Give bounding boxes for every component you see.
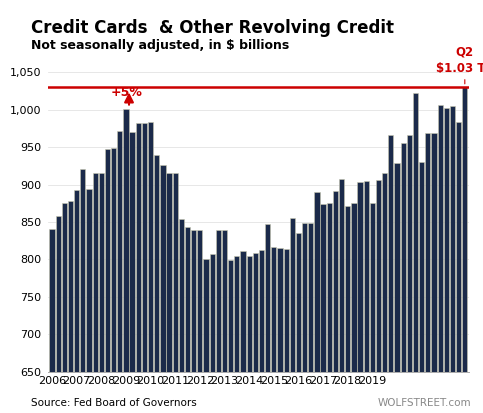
- Bar: [148, 122, 153, 413]
- Bar: [167, 173, 171, 413]
- Bar: [86, 189, 92, 413]
- Bar: [407, 135, 412, 413]
- Bar: [456, 122, 461, 413]
- Bar: [419, 162, 424, 413]
- Text: Q2: Q2: [456, 46, 474, 59]
- Bar: [400, 143, 406, 413]
- Bar: [228, 260, 233, 413]
- Bar: [105, 149, 110, 413]
- Bar: [308, 223, 313, 413]
- Bar: [222, 230, 227, 413]
- Bar: [271, 247, 276, 413]
- Bar: [284, 249, 289, 413]
- Bar: [74, 190, 79, 413]
- Bar: [351, 203, 356, 413]
- Text: Credit Cards  & Other Revolving Credit: Credit Cards & Other Revolving Credit: [31, 19, 395, 37]
- Bar: [345, 206, 350, 413]
- Text: $1.03 Tn: $1.03 Tn: [436, 62, 483, 76]
- Bar: [197, 230, 202, 413]
- Bar: [321, 204, 326, 413]
- Bar: [210, 254, 215, 413]
- Bar: [93, 173, 98, 413]
- Bar: [302, 223, 307, 413]
- Bar: [438, 105, 443, 413]
- Text: WOLFSTREET.com: WOLFSTREET.com: [377, 398, 471, 408]
- Bar: [185, 227, 190, 413]
- Bar: [296, 233, 301, 413]
- Text: Not seasonally adjusted, in $ billions: Not seasonally adjusted, in $ billions: [31, 39, 290, 52]
- Bar: [160, 165, 166, 413]
- Bar: [450, 106, 455, 413]
- Bar: [123, 109, 128, 413]
- Bar: [154, 155, 159, 413]
- Bar: [203, 259, 209, 413]
- Text: Source: Fed Board of Governors: Source: Fed Board of Governors: [31, 398, 197, 408]
- Bar: [333, 191, 338, 413]
- Bar: [142, 123, 147, 413]
- Bar: [259, 250, 264, 413]
- Bar: [395, 163, 399, 413]
- Bar: [179, 219, 184, 413]
- Bar: [290, 218, 295, 413]
- Bar: [370, 203, 375, 413]
- Bar: [241, 251, 246, 413]
- Bar: [68, 201, 73, 413]
- Bar: [431, 133, 437, 413]
- Bar: [49, 229, 55, 413]
- Bar: [364, 181, 369, 413]
- Bar: [265, 224, 270, 413]
- Text: +5%: +5%: [111, 86, 142, 100]
- Bar: [191, 230, 196, 413]
- Bar: [462, 88, 468, 413]
- Bar: [111, 148, 116, 413]
- Bar: [117, 131, 122, 413]
- Bar: [425, 133, 430, 413]
- Bar: [172, 173, 178, 413]
- Bar: [246, 256, 252, 413]
- Bar: [62, 203, 67, 413]
- Bar: [339, 179, 344, 413]
- Bar: [413, 93, 418, 413]
- Bar: [382, 173, 387, 413]
- Bar: [56, 216, 61, 413]
- Bar: [234, 256, 240, 413]
- Bar: [80, 169, 85, 413]
- Bar: [314, 192, 320, 413]
- Bar: [136, 123, 141, 413]
- Bar: [327, 203, 332, 413]
- Bar: [216, 230, 221, 413]
- Bar: [376, 180, 381, 413]
- Bar: [253, 254, 258, 413]
- Bar: [129, 132, 135, 413]
- Bar: [277, 248, 283, 413]
- Bar: [388, 135, 394, 413]
- Bar: [444, 107, 449, 413]
- Bar: [99, 173, 104, 413]
- Bar: [357, 183, 363, 413]
